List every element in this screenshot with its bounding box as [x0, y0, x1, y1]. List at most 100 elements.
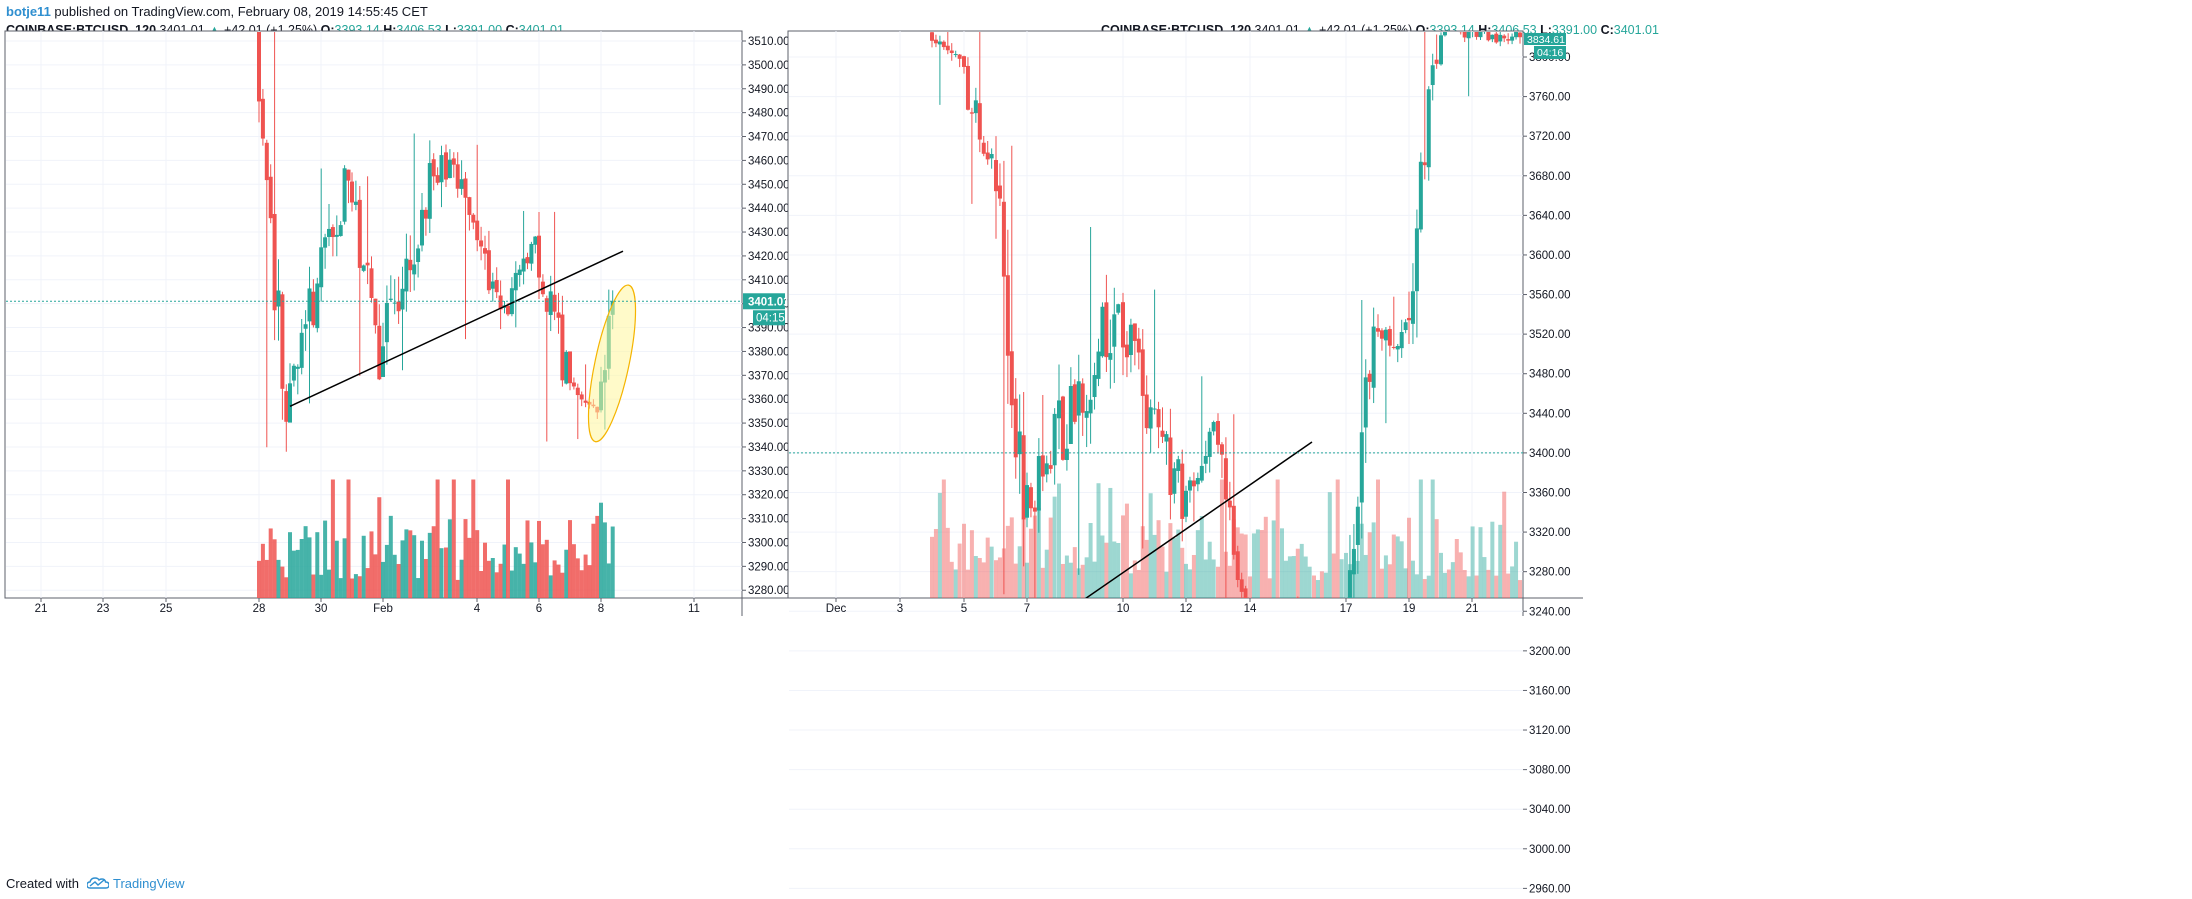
trendline	[1084, 441, 1313, 598]
candle-body	[299, 332, 304, 368]
y-tick-label: 3290.00	[748, 561, 790, 573]
x-tick-label: 21	[1466, 603, 1479, 615]
x-tick-label: 6	[536, 603, 542, 615]
volume-bar	[1291, 556, 1296, 598]
volume-bar	[1335, 479, 1340, 598]
candle-body	[498, 295, 503, 310]
volume-bar	[1168, 523, 1173, 598]
y-tick-label: 3440.00	[748, 203, 790, 215]
candle-body	[1112, 314, 1117, 347]
volume-bar	[276, 559, 281, 598]
candle-body	[1184, 490, 1188, 517]
volume-bar	[1080, 564, 1085, 598]
candle-body	[388, 298, 393, 300]
candle-body	[284, 391, 289, 422]
candle-body	[985, 152, 990, 160]
volume-bar	[509, 570, 514, 598]
candle-body	[288, 383, 292, 423]
candle-body	[1376, 328, 1380, 332]
volume-bar	[327, 569, 331, 598]
candle-body	[1458, 32, 1463, 33]
volume-bar	[498, 563, 503, 598]
volume-bar	[350, 578, 354, 598]
volume-bar	[1176, 529, 1181, 598]
tradingview-brand[interactable]: TradingView	[113, 876, 185, 891]
volume-bar	[1219, 479, 1224, 598]
volume-bar	[334, 540, 339, 598]
volume-bar	[315, 532, 320, 598]
candle-body	[1462, 32, 1467, 38]
x-tick-label: 7	[1024, 603, 1030, 615]
volume-bar	[1255, 529, 1260, 598]
author-name[interactable]: botje11	[6, 4, 51, 19]
candle-body	[1211, 422, 1216, 432]
x-tick-label: Dec	[826, 603, 847, 615]
candle-body	[350, 181, 354, 203]
volume-bar	[517, 553, 522, 598]
candle-body	[1280, 675, 1284, 678]
candle-body	[1260, 650, 1264, 660]
y-tick-label: 3410.00	[748, 275, 790, 287]
candle-body	[311, 291, 316, 326]
volume-bar	[548, 575, 553, 598]
y-tick-label: 3330.00	[748, 466, 790, 478]
volume-bar	[571, 544, 576, 598]
candle-body	[455, 164, 460, 189]
volume-bar	[1263, 516, 1268, 598]
y-tick-label: 3280.00	[1529, 567, 1571, 579]
volume-bar	[365, 568, 370, 598]
candle-body	[1300, 646, 1304, 650]
volume-bar	[475, 530, 480, 598]
candle-body	[1172, 468, 1177, 494]
volume-bar	[568, 520, 572, 598]
volume-bar	[463, 519, 468, 598]
publish-info: botje11 published on TradingView.com, Fe…	[6, 4, 428, 20]
volume-bar	[400, 540, 405, 598]
volume-bar	[1057, 483, 1061, 598]
candle-body	[1195, 478, 1200, 485]
footer: Created with TradingView	[6, 876, 185, 892]
volume-bar	[369, 531, 374, 598]
candle-body	[1096, 351, 1101, 379]
volume-bar	[521, 563, 526, 598]
volume-bar	[486, 560, 491, 598]
volume-bar	[1403, 568, 1408, 598]
candle-body	[1324, 626, 1328, 627]
candle-body	[342, 168, 347, 222]
candle-body	[1422, 162, 1427, 166]
volume-bar	[1072, 547, 1077, 598]
countdown-label: 04:16	[1537, 47, 1563, 59]
candle-body	[392, 302, 397, 304]
candle-body	[404, 258, 409, 292]
candle-body	[1009, 351, 1014, 406]
volume-bar	[404, 529, 409, 598]
candle-body	[1336, 627, 1340, 634]
candle-body	[307, 288, 312, 322]
candle-body	[1036, 456, 1041, 511]
volume-bar	[930, 536, 934, 598]
candle-body	[506, 305, 510, 315]
legend-close-value: 3401.01	[1613, 23, 1659, 37]
candle-body	[1292, 644, 1296, 655]
x-tick-label: 25	[160, 603, 173, 615]
highlight-ellipse	[587, 284, 637, 443]
y-tick-label: 3480.00	[748, 108, 790, 120]
volume-bar	[408, 530, 413, 598]
candle-body	[1132, 323, 1137, 341]
volume-bar	[513, 547, 518, 598]
volume-bar	[1227, 565, 1232, 598]
volume-bar	[1387, 564, 1392, 598]
volume-bar	[260, 543, 265, 598]
tradingview-cloud-icon	[86, 877, 109, 889]
candle-body	[1407, 317, 1411, 321]
candle-body	[1371, 326, 1376, 388]
volume-bar	[1498, 524, 1503, 598]
volume-bar	[303, 526, 308, 598]
volume-bar	[552, 560, 557, 598]
volume-bar	[556, 564, 561, 598]
candle-body	[1494, 33, 1499, 43]
volume-bar	[479, 571, 484, 598]
candle-body	[291, 365, 296, 381]
y-tick-label: 3120.00	[1529, 725, 1571, 737]
